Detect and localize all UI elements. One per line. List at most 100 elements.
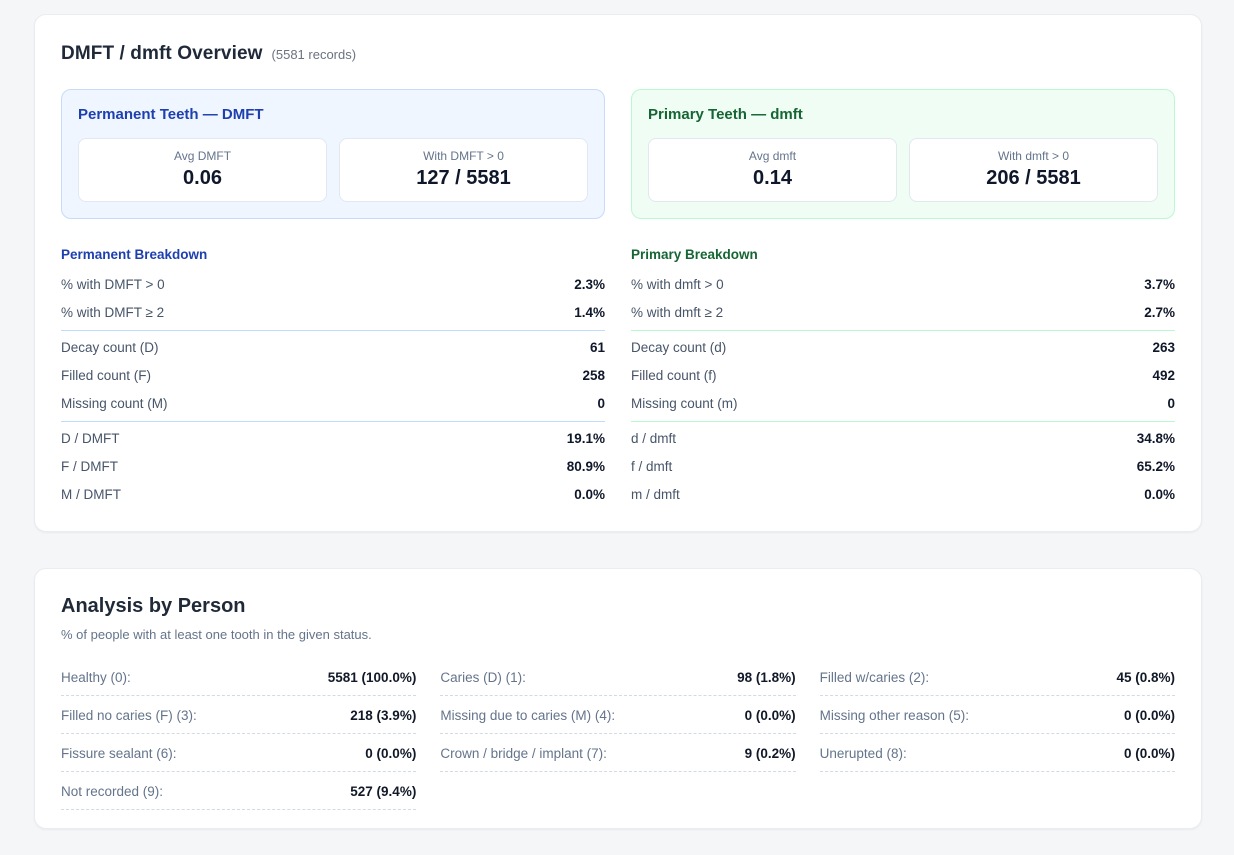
row-label: M / DMFT — [61, 488, 121, 502]
row-value: 34.8% — [1137, 432, 1175, 446]
analysis-item-filled-with-caries: Filled w/caries (2): 45 (0.8%) — [820, 658, 1175, 696]
item-value: 0 (0.0%) — [745, 708, 796, 723]
item-value: 218 (3.9%) — [350, 708, 416, 723]
breakdown-group: d / dmft 34.8% f / dmft 65.2% m / dmft 0… — [631, 421, 1175, 509]
item-label: Filled w/caries (2): — [820, 670, 930, 685]
breakdown-row: m / dmft 0.0% — [631, 481, 1175, 509]
analysis-subtitle: % of people with at least one tooth in t… — [61, 627, 1175, 642]
breakdown-row: Filled count (F) 258 — [61, 362, 605, 390]
analysis-item-filled-no-caries: Filled no caries (F) (3): 218 (3.9%) — [61, 696, 416, 734]
analysis-title: Analysis by Person — [61, 595, 1175, 618]
stat-label: Avg DMFT — [87, 149, 318, 163]
breakdown-row: D / DMFT 19.1% — [61, 425, 605, 453]
avg-dmft-statbox: Avg DMFT 0.06 — [78, 138, 327, 202]
analysis-item-healthy: Healthy (0): 5581 (100.0%) — [61, 658, 416, 696]
row-value: 3.7% — [1144, 278, 1175, 292]
item-value: 45 (0.8%) — [1116, 670, 1175, 685]
permanent-breakdown-title: Permanent Breakdown — [61, 247, 605, 262]
overview-title: DMFT / dmft Overview — [61, 43, 263, 65]
row-label: f / dmft — [631, 460, 672, 474]
row-label: m / dmft — [631, 488, 680, 502]
permanent-teeth-panel: Permanent Teeth — DMFT Avg DMFT 0.06 Wit… — [61, 89, 605, 219]
breakdown-row: Missing count (M) 0 — [61, 390, 605, 418]
analysis-item-crown-bridge-implant: Crown / bridge / implant (7): 9 (0.2%) — [440, 734, 795, 772]
row-value: 0.0% — [574, 488, 605, 502]
row-value: 0.0% — [1144, 488, 1175, 502]
item-value: 9 (0.2%) — [745, 746, 796, 761]
item-value: 527 (9.4%) — [350, 784, 416, 799]
analysis-item-unerupted: Unerupted (8): 0 (0.0%) — [820, 734, 1175, 772]
row-value: 65.2% — [1137, 460, 1175, 474]
item-value: 5581 (100.0%) — [328, 670, 417, 685]
permanent-panel-title: Permanent Teeth — DMFT — [78, 106, 588, 124]
analysis-item-not-recorded: Not recorded (9): 527 (9.4%) — [61, 772, 416, 810]
overview-header: DMFT / dmft Overview (5581 records) — [61, 43, 1175, 65]
overview-records-count: (5581 records) — [272, 47, 357, 62]
row-label: Filled count (F) — [61, 369, 151, 383]
primary-teeth-panel: Primary Teeth — dmft Avg dmft 0.14 With … — [631, 89, 1175, 219]
row-label: % with dmft > 0 — [631, 278, 724, 292]
item-label: Filled no caries (F) (3): — [61, 708, 197, 723]
breakdown-row: % with dmft > 0 3.7% — [631, 271, 1175, 299]
teeth-panels: Permanent Teeth — DMFT Avg DMFT 0.06 Wit… — [61, 89, 1175, 219]
stat-value: 206 / 5581 — [918, 166, 1149, 190]
item-label: Crown / bridge / implant (7): — [440, 746, 607, 761]
row-value: 19.1% — [567, 432, 605, 446]
analysis-item-caries: Caries (D) (1): 98 (1.8%) — [440, 658, 795, 696]
breakdown-group: Decay count (D) 61 Filled count (F) 258 … — [61, 330, 605, 418]
stat-value: 127 / 5581 — [348, 166, 579, 190]
item-label: Missing due to caries (M) (4): — [440, 708, 615, 723]
breakdown-group: D / DMFT 19.1% F / DMFT 80.9% M / DMFT 0… — [61, 421, 605, 509]
breakdown-row: Missing count (m) 0 — [631, 390, 1175, 418]
row-value: 263 — [1152, 341, 1175, 355]
breakdown-row: % with DMFT > 0 2.3% — [61, 271, 605, 299]
item-label: Not recorded (9): — [61, 784, 163, 799]
row-label: Decay count (D) — [61, 341, 159, 355]
item-value: 98 (1.8%) — [737, 670, 796, 685]
stat-value: 0.14 — [657, 166, 888, 190]
breakdown-group: % with DMFT > 0 2.3% % with DMFT ≥ 2 1.4… — [61, 271, 605, 327]
item-label: Healthy (0): — [61, 670, 131, 685]
row-value: 0 — [1167, 397, 1175, 411]
breakdown-row: F / DMFT 80.9% — [61, 453, 605, 481]
breakdown-row: M / DMFT 0.0% — [61, 481, 605, 509]
row-value: 80.9% — [567, 460, 605, 474]
analysis-item-fissure-sealant: Fissure sealant (6): 0 (0.0%) — [61, 734, 416, 772]
row-value: 2.7% — [1144, 306, 1175, 320]
row-value: 0 — [597, 397, 605, 411]
breakdown-row: Decay count (D) 61 — [61, 334, 605, 362]
breakdown-group: % with dmft > 0 3.7% % with dmft ≥ 2 2.7… — [631, 271, 1175, 327]
row-value: 2.3% — [574, 278, 605, 292]
stat-value: 0.06 — [87, 166, 318, 190]
stat-label: Avg dmft — [657, 149, 888, 163]
item-value: 0 (0.0%) — [1124, 746, 1175, 761]
row-value: 61 — [590, 341, 605, 355]
row-label: D / DMFT — [61, 432, 120, 446]
breakdown-row: Decay count (d) 263 — [631, 334, 1175, 362]
row-value: 492 — [1152, 369, 1175, 383]
breakdown-row: % with DMFT ≥ 2 1.4% — [61, 299, 605, 327]
row-label: % with DMFT > 0 — [61, 278, 165, 292]
primary-breakdown: Primary Breakdown % with dmft > 0 3.7% %… — [631, 247, 1175, 509]
row-label: d / dmft — [631, 432, 676, 446]
with-dmft-gt0-statbox: With DMFT > 0 127 / 5581 — [339, 138, 588, 202]
item-label: Fissure sealant (6): — [61, 746, 177, 761]
permanent-breakdown: Permanent Breakdown % with DMFT > 0 2.3%… — [61, 247, 605, 509]
row-label: % with DMFT ≥ 2 — [61, 306, 164, 320]
breakdown-row: Filled count (f) 492 — [631, 362, 1175, 390]
stat-label: With DMFT > 0 — [348, 149, 579, 163]
row-label: Decay count (d) — [631, 341, 726, 355]
item-label: Caries (D) (1): — [440, 670, 526, 685]
breakdown-columns: Permanent Breakdown % with DMFT > 0 2.3%… — [61, 247, 1175, 509]
row-label: F / DMFT — [61, 460, 118, 474]
item-label: Missing other reason (5): — [820, 708, 969, 723]
item-value: 0 (0.0%) — [1124, 708, 1175, 723]
dmft-overview-card: DMFT / dmft Overview (5581 records) Perm… — [34, 14, 1202, 532]
breakdown-row: d / dmft 34.8% — [631, 425, 1175, 453]
stat-label: With dmft > 0 — [918, 149, 1149, 163]
analysis-grid: Healthy (0): 5581 (100.0%) Caries (D) (1… — [61, 658, 1175, 810]
row-label: Missing count (M) — [61, 397, 168, 411]
analysis-item-missing-other: Missing other reason (5): 0 (0.0%) — [820, 696, 1175, 734]
breakdown-row: % with dmft ≥ 2 2.7% — [631, 299, 1175, 327]
analysis-by-person-card: Analysis by Person % of people with at l… — [34, 568, 1202, 829]
